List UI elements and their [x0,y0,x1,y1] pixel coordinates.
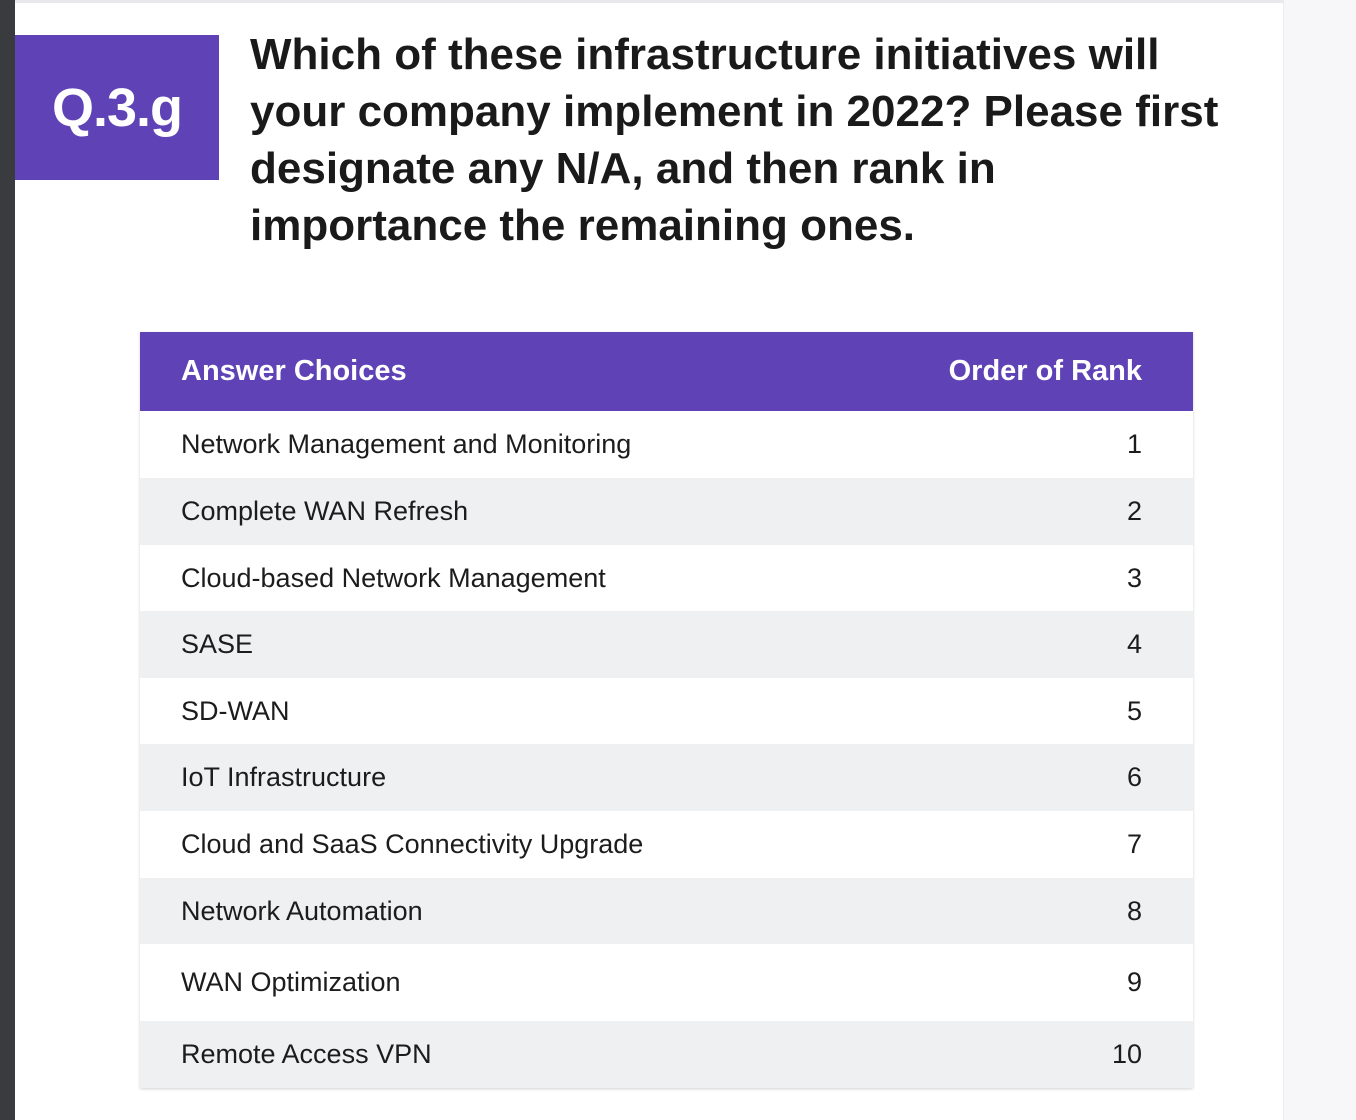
header-order-of-rank: Order of Rank [948,355,1142,387]
answer-choice: IoT Infrastructure [181,762,387,792]
table-row: IoT Infrastructure 6 [140,744,1193,811]
answer-choice: Complete WAN Refresh [181,496,469,526]
table-row: Network Automation 8 [140,878,1193,944]
table-header: Answer Choices Order of Rank [140,332,1193,411]
rank-value: 8 [1126,895,1142,926]
table-row: WAN Optimization 9 [140,944,1193,1021]
answer-choice: SASE [181,629,254,659]
rank-value: 1 [1126,429,1142,459]
rank-value: 2 [1126,496,1142,526]
table-row: Network Management and Monitoring 1 [140,411,1193,478]
answer-choice: Cloud and SaaS Connectivity Upgrade [181,829,644,859]
rank-value: 10 [1111,1039,1142,1069]
question-number-badge: Q.3.g [15,35,219,180]
answer-choice: Network Management and Monitoring [181,429,632,459]
rank-table: Answer Choices Order of Rank Network Man… [140,332,1193,1088]
rank-value: 9 [1126,967,1142,997]
answer-choice: WAN Optimization [181,967,401,997]
rank-value: 7 [1126,829,1142,859]
table-row: SASE 4 [140,611,1193,678]
answer-choice: Remote Access VPN [181,1039,432,1069]
rank-value: 5 [1126,695,1142,726]
table-row: SD-WAN 5 [140,678,1193,744]
table-row: Cloud and SaaS Connectivity Upgrade 7 [140,811,1193,878]
rank-value: 6 [1126,762,1142,792]
page-right-gutter [1283,0,1356,1120]
page-top-edge [15,0,1283,3]
table-row: Remote Access VPN 10 [140,1021,1193,1088]
answer-choice: SD-WAN [181,695,290,726]
question-number: Q.3.g [51,77,183,138]
answer-choice: Network Automation [181,895,423,926]
answer-choice: Cloud-based Network Management [181,562,606,593]
header-answer-choices: Answer Choices [181,355,407,387]
question-text: Which of these infrastructure initiative… [250,30,1219,250]
window-left-edge [0,0,15,1120]
table-row: Cloud-based Network Management 3 [140,545,1193,611]
table-row: Complete WAN Refresh 2 [140,478,1193,545]
rank-value: 3 [1126,562,1142,593]
rank-value: 4 [1126,629,1142,659]
